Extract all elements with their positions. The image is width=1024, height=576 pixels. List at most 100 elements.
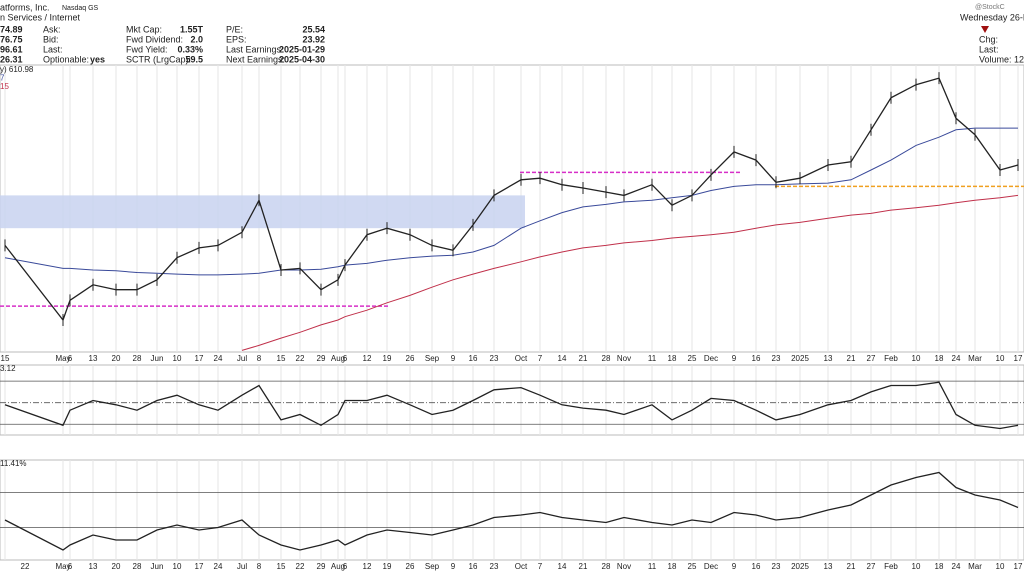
- panel-frame: [0, 364, 1024, 436]
- x-tick-label: 20: [112, 354, 121, 363]
- x-tick-label: 24: [952, 354, 961, 363]
- x-tick-label: 23: [772, 354, 781, 363]
- earn-label: Last Earnings:: [226, 44, 284, 54]
- x-tick-label: 27: [867, 354, 876, 363]
- x-tick-label: Dec: [704, 354, 718, 363]
- x-tick-label: 21: [847, 562, 856, 571]
- x-tick-label: May: [55, 354, 70, 363]
- series-line: [4, 127, 1018, 276]
- fund-value: 2.0: [190, 34, 203, 44]
- x-tick-label: 8: [257, 354, 262, 363]
- fund-label: Fwd Yield:: [126, 44, 168, 54]
- x-tick-label: 29: [317, 562, 326, 571]
- x-tick-label: 10: [173, 354, 182, 363]
- legend-entry: y) 610.98: [0, 65, 34, 74]
- x-tick-label: 19: [383, 562, 392, 571]
- x-tick-label: 22: [296, 562, 305, 571]
- earn-value: 2025-04-30: [279, 54, 325, 64]
- x-tick-label: 13: [824, 354, 833, 363]
- x-tick-label: 21: [579, 354, 588, 363]
- x-tick-label: 14: [558, 562, 567, 571]
- panel-frame: [0, 459, 1024, 561]
- optionable: yes: [90, 54, 105, 64]
- header: 74.8976.7596.6126.31Ask:Bid:Last:Optiona…: [0, 24, 1024, 64]
- x-tick-label: 24: [952, 562, 961, 571]
- x-tick-label: 28: [133, 354, 142, 363]
- x-tick-label: 23: [490, 562, 499, 571]
- side-label: Last:: [979, 44, 999, 54]
- x-tick-label: 10: [996, 354, 1005, 363]
- x-tick-label: Feb: [884, 562, 898, 571]
- x-tick-label: 13: [824, 562, 833, 571]
- industry: n Services / Internet: [0, 12, 81, 22]
- x-tick-label: Aug: [331, 562, 345, 571]
- x-tick-label: Jun: [151, 562, 164, 571]
- x-tick-label: 24: [214, 562, 223, 571]
- exchange: Nasdaq GS: [62, 5, 99, 12]
- x-tick-label: Nov: [617, 562, 631, 571]
- x-tick-label: 10: [996, 562, 1005, 571]
- x-tick-label: 13: [89, 562, 98, 571]
- x-tick-label: Feb: [884, 354, 898, 363]
- panel-frame: [0, 64, 1024, 353]
- x-tick-label: 16: [752, 562, 761, 571]
- x-tick-label: 28: [602, 354, 611, 363]
- x-tick-label: 23: [490, 354, 499, 363]
- x-tick-label: 12: [363, 354, 372, 363]
- x-tick-label: 20: [112, 562, 121, 571]
- x-tick-label: 27: [867, 562, 876, 571]
- x-tick-label: 2025: [791, 562, 809, 571]
- x-tick-label: Jul: [237, 562, 247, 571]
- x-tick-label: 7: [538, 354, 543, 363]
- quote-label: Last:: [43, 44, 63, 54]
- x-tick-label: 9: [732, 354, 737, 363]
- x-tick-label: 26: [406, 354, 415, 363]
- x-tick-label: Nov: [617, 354, 631, 363]
- legend-entry: 15: [0, 82, 9, 91]
- earn-value: 2025-01-29: [279, 44, 325, 54]
- x-tick-label: 15: [277, 562, 286, 571]
- quote-value: 96.61: [0, 44, 23, 54]
- fund-value: 0.33%: [177, 44, 203, 54]
- x-tick-label: 7: [538, 562, 543, 571]
- x-tick-label: 19: [383, 354, 392, 363]
- x-tick-label: 23: [772, 562, 781, 571]
- earn-value: 25.54: [302, 24, 325, 34]
- x-tick-label: 9: [451, 562, 456, 571]
- x-tick-label: Jul: [237, 354, 247, 363]
- x-tick-label: 10: [912, 354, 921, 363]
- x-tick-label: 6: [343, 354, 348, 363]
- x-tick-label: 6: [68, 562, 73, 571]
- x-tick-label: 18: [668, 562, 677, 571]
- x-tick-label: 22: [21, 562, 30, 571]
- date: Wednesday 26-M: [960, 12, 1024, 22]
- x-tick-label: 26: [406, 562, 415, 571]
- company: atforms, Inc.: [0, 2, 50, 12]
- x-tick-label: 6: [68, 354, 73, 363]
- quote-value: 74.89: [0, 24, 23, 34]
- x-tick-label: 21: [847, 354, 856, 363]
- series-line: [4, 77, 1019, 322]
- quote-label: Ask:: [43, 24, 61, 34]
- x-tick-label: 29: [317, 354, 326, 363]
- x-tick-label: 17: [1014, 354, 1023, 363]
- x-tick-label: 11: [648, 562, 657, 571]
- earn-label: EPS:: [226, 34, 247, 44]
- x-tick-label: 14: [558, 354, 567, 363]
- x-tick-label: 2025: [791, 354, 809, 363]
- fund-label: Fwd Dividend:: [126, 34, 183, 44]
- x-tick-label: Jun: [151, 354, 164, 363]
- x-tick-label: 24: [214, 354, 223, 363]
- fund-value: 1.55T: [180, 24, 204, 34]
- x-tick-label: Mar: [968, 354, 982, 363]
- series-line: [4, 471, 1019, 551]
- x-tick-label: 10: [173, 562, 182, 571]
- fund-value: 59.5: [185, 54, 203, 64]
- down-arrow: [981, 26, 989, 33]
- panel-label: 3.12: [0, 364, 16, 373]
- quote-value: 76.75: [0, 34, 23, 44]
- x-tick-label: 12: [363, 562, 372, 571]
